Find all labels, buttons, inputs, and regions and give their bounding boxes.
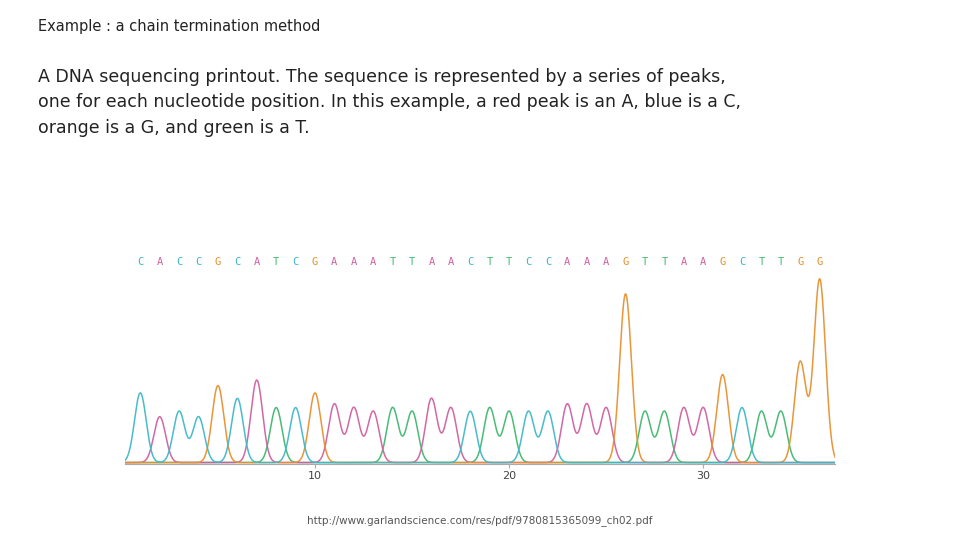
Text: T: T — [390, 257, 396, 267]
Text: T: T — [273, 257, 279, 267]
Text: C: C — [137, 257, 143, 267]
Text: A: A — [428, 257, 435, 267]
Text: C: C — [525, 257, 532, 267]
Text: T: T — [758, 257, 764, 267]
Text: T: T — [487, 257, 492, 267]
Text: A: A — [700, 257, 707, 267]
Text: A: A — [156, 257, 163, 267]
Text: G: G — [797, 257, 804, 267]
Text: Example : a chain termination method: Example : a chain termination method — [38, 19, 321, 34]
Text: A: A — [584, 257, 589, 267]
Text: A: A — [603, 257, 610, 267]
Text: A DNA sequencing printout. The sequence is represented by a series of peaks,
one: A DNA sequencing printout. The sequence … — [38, 68, 741, 137]
Text: G: G — [215, 257, 221, 267]
Text: A: A — [564, 257, 570, 267]
Text: A: A — [331, 257, 338, 267]
Text: G: G — [719, 257, 726, 267]
Text: T: T — [409, 257, 415, 267]
Text: T: T — [661, 257, 667, 267]
Text: A: A — [447, 257, 454, 267]
Text: G: G — [817, 257, 823, 267]
Text: C: C — [293, 257, 299, 267]
Text: A: A — [681, 257, 687, 267]
Text: A: A — [350, 257, 357, 267]
Text: T: T — [778, 257, 784, 267]
Text: C: C — [176, 257, 182, 267]
Text: G: G — [312, 257, 318, 267]
Text: C: C — [196, 257, 202, 267]
Text: C: C — [545, 257, 551, 267]
Text: G: G — [622, 257, 629, 267]
Text: C: C — [234, 257, 241, 267]
Text: T: T — [642, 257, 648, 267]
Text: C: C — [739, 257, 745, 267]
Text: A: A — [253, 257, 260, 267]
Text: http://www.garlandscience.com/res/pdf/9780815365099_ch02.pdf: http://www.garlandscience.com/res/pdf/97… — [307, 516, 653, 526]
Text: A: A — [371, 257, 376, 267]
Text: C: C — [468, 257, 473, 267]
Text: T: T — [506, 257, 513, 267]
